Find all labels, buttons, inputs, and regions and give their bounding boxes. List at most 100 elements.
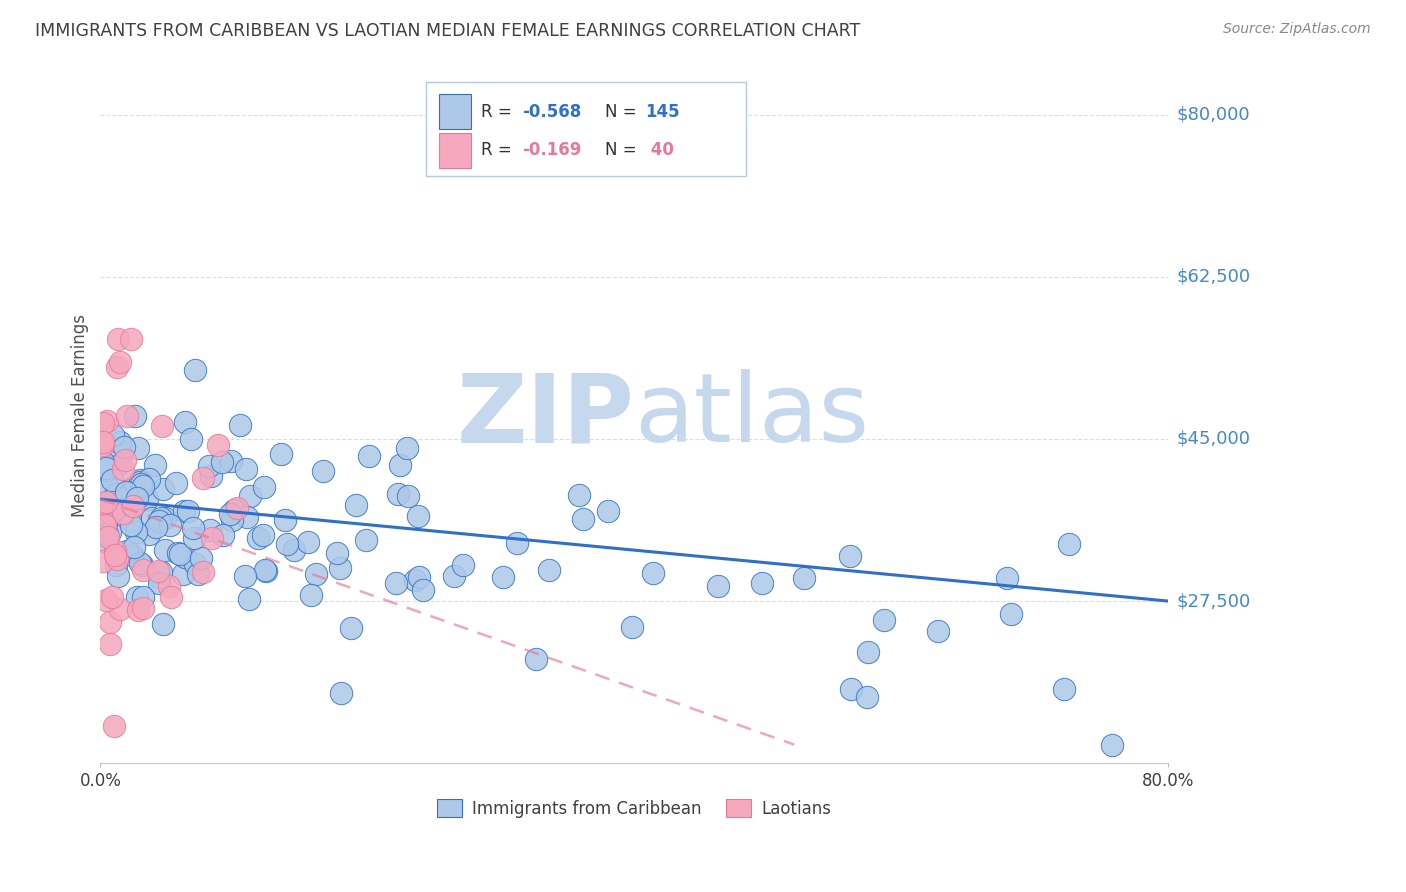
Point xyxy=(184,557,207,571)
Point xyxy=(105,459,128,474)
Point xyxy=(229,418,252,433)
Point xyxy=(839,681,862,696)
Point xyxy=(239,489,262,503)
Point xyxy=(132,479,155,493)
Point xyxy=(111,462,134,476)
Point xyxy=(149,566,172,580)
Point xyxy=(96,527,118,541)
Point xyxy=(127,441,149,455)
Point xyxy=(707,579,730,593)
Point xyxy=(131,558,153,572)
Point xyxy=(98,615,121,629)
Point xyxy=(110,447,132,461)
Y-axis label: Median Female Earnings: Median Female Earnings xyxy=(72,314,89,517)
Point xyxy=(97,480,120,494)
Point xyxy=(138,472,160,486)
Point xyxy=(191,565,214,579)
Point xyxy=(1053,682,1076,697)
Point xyxy=(103,719,125,733)
Point xyxy=(340,622,363,636)
Point xyxy=(91,500,114,515)
Point xyxy=(751,575,773,590)
Point xyxy=(443,568,465,582)
Point xyxy=(389,458,412,472)
Point xyxy=(121,549,143,563)
Point xyxy=(537,563,560,577)
Point xyxy=(135,492,157,507)
Point xyxy=(166,546,188,560)
Point xyxy=(112,506,135,520)
Point xyxy=(201,532,224,546)
Point xyxy=(117,409,139,423)
Point xyxy=(246,532,269,546)
Text: Source: ZipAtlas.com: Source: ZipAtlas.com xyxy=(1223,22,1371,37)
FancyBboxPatch shape xyxy=(439,133,471,168)
Point xyxy=(91,438,114,452)
Text: N =: N = xyxy=(605,103,643,120)
Point xyxy=(157,579,180,593)
Point xyxy=(131,590,153,604)
Point xyxy=(125,491,148,506)
Text: R =: R = xyxy=(481,103,517,120)
Point xyxy=(101,428,124,442)
Point xyxy=(127,603,149,617)
Point xyxy=(856,690,879,704)
Point xyxy=(94,517,117,532)
Point xyxy=(219,507,242,521)
Point xyxy=(211,455,233,469)
Point xyxy=(114,440,136,454)
Point xyxy=(96,534,118,549)
Point xyxy=(145,520,167,534)
Point xyxy=(305,567,328,582)
Point xyxy=(153,511,176,525)
Text: $45,000: $45,000 xyxy=(1177,430,1250,448)
Point xyxy=(492,570,515,584)
Point xyxy=(1101,738,1123,752)
Text: $62,500: $62,500 xyxy=(1177,268,1250,286)
Point xyxy=(927,624,949,638)
Point xyxy=(132,600,155,615)
Point xyxy=(122,499,145,513)
Point xyxy=(412,583,434,598)
Point xyxy=(93,515,115,529)
FancyBboxPatch shape xyxy=(426,82,747,177)
Point xyxy=(198,523,221,537)
Point xyxy=(385,576,408,591)
Point xyxy=(141,510,163,524)
Point xyxy=(235,462,257,476)
Point xyxy=(105,558,128,572)
Point xyxy=(387,487,409,501)
Legend: Immigrants from Caribbean, Laotians: Immigrants from Caribbean, Laotians xyxy=(430,793,838,824)
Point xyxy=(219,454,242,468)
Point xyxy=(190,551,212,566)
Text: ZIP: ZIP xyxy=(456,369,634,462)
Text: N =: N = xyxy=(605,142,643,160)
Point xyxy=(132,563,155,577)
Point xyxy=(105,359,128,374)
Point xyxy=(146,564,169,578)
Point xyxy=(233,568,256,582)
Point xyxy=(101,590,124,604)
Point xyxy=(121,480,143,494)
Point xyxy=(165,475,187,490)
Point xyxy=(121,500,143,514)
Point xyxy=(96,415,118,429)
Point xyxy=(148,569,170,583)
Point xyxy=(152,616,174,631)
Point xyxy=(395,441,418,455)
Point xyxy=(115,544,138,558)
Point xyxy=(91,554,114,568)
Point xyxy=(221,512,243,526)
Text: atlas: atlas xyxy=(634,369,869,462)
Point xyxy=(198,458,221,473)
Point xyxy=(173,504,195,518)
Point xyxy=(793,571,815,585)
Point xyxy=(297,535,319,549)
Point xyxy=(160,590,183,604)
Point xyxy=(118,512,141,526)
Point xyxy=(326,546,349,560)
Point xyxy=(96,593,118,607)
Point xyxy=(148,576,170,591)
Point xyxy=(1057,537,1080,551)
Point xyxy=(150,511,173,525)
